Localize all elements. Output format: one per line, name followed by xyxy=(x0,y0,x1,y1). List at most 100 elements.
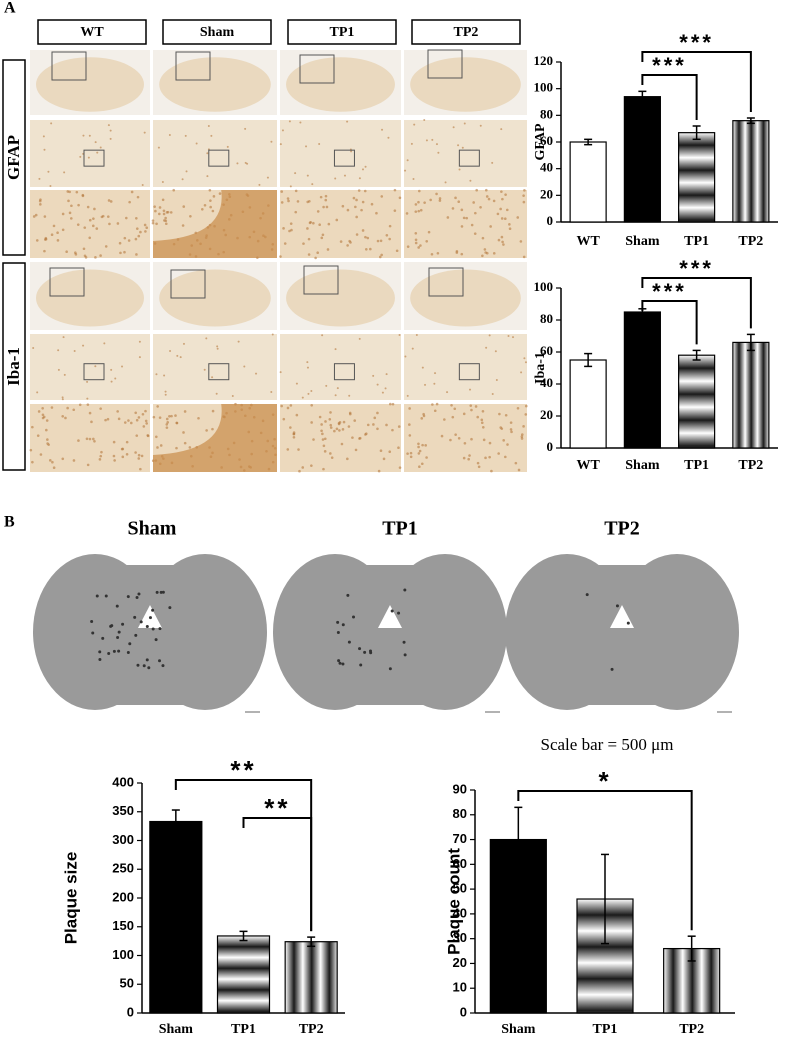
cell xyxy=(52,224,56,228)
cell xyxy=(43,148,46,151)
cell xyxy=(376,383,379,386)
cell xyxy=(481,409,485,413)
plaque xyxy=(359,663,363,667)
cell xyxy=(45,428,48,432)
plaque xyxy=(139,620,143,624)
brain-section xyxy=(159,269,271,327)
bar xyxy=(663,947,721,1014)
cell xyxy=(410,142,413,145)
cell xyxy=(36,434,40,437)
cell xyxy=(174,414,177,417)
cell xyxy=(487,197,491,201)
cell xyxy=(307,237,311,241)
cell xyxy=(77,439,80,442)
cell xyxy=(151,221,155,225)
cell xyxy=(451,207,455,210)
cell xyxy=(125,452,129,456)
cell xyxy=(57,349,60,352)
cell xyxy=(520,435,524,438)
cell xyxy=(391,428,394,432)
x-tick-label: TP2 xyxy=(679,1022,704,1037)
cell xyxy=(109,137,112,140)
plaque xyxy=(368,649,372,653)
cell xyxy=(376,427,379,431)
plaque xyxy=(338,661,342,665)
cell xyxy=(382,457,386,461)
cell xyxy=(311,183,314,186)
cell xyxy=(106,417,110,421)
cell xyxy=(88,134,91,137)
cell xyxy=(414,203,418,206)
cell xyxy=(364,432,368,435)
micrograph xyxy=(404,120,527,187)
micrograph xyxy=(280,190,401,258)
cell xyxy=(307,253,311,256)
cell xyxy=(32,215,36,218)
cell xyxy=(237,340,240,343)
plaque xyxy=(341,623,345,627)
brain-section xyxy=(286,269,395,327)
x-tick-label: Sham xyxy=(625,458,660,473)
cell xyxy=(288,120,291,123)
plaque xyxy=(116,636,120,640)
cell xyxy=(329,411,332,414)
roi-box xyxy=(208,149,230,167)
cell xyxy=(479,124,482,127)
x-tick-label: TP1 xyxy=(684,458,709,473)
roi-box xyxy=(333,149,355,167)
cell xyxy=(66,406,69,410)
cell xyxy=(86,403,90,406)
cell xyxy=(490,469,493,473)
cell xyxy=(103,342,106,345)
cell xyxy=(461,146,464,149)
cell xyxy=(82,247,86,251)
cell xyxy=(480,418,484,422)
brain-section xyxy=(330,565,450,705)
cell xyxy=(411,347,414,350)
cell xyxy=(286,448,290,451)
cell xyxy=(64,416,67,420)
cell xyxy=(500,235,504,239)
y-tick-label: 60 xyxy=(453,856,467,871)
cell xyxy=(337,421,341,425)
cell xyxy=(308,200,311,203)
cell xyxy=(421,366,424,369)
cell xyxy=(44,236,48,240)
cell xyxy=(425,139,428,142)
plaque xyxy=(610,667,614,671)
cell xyxy=(498,412,501,416)
y-tick-label: 80 xyxy=(453,806,467,821)
y-tick-label: 60 xyxy=(540,133,553,148)
roi-box xyxy=(83,363,105,381)
error-bar xyxy=(514,806,523,873)
plaque xyxy=(121,622,125,626)
cell xyxy=(205,337,208,340)
cell xyxy=(154,209,157,213)
plaque xyxy=(147,666,151,670)
cell xyxy=(488,455,491,459)
significance-bracket xyxy=(641,74,698,120)
cell xyxy=(36,391,39,394)
cell xyxy=(52,466,56,470)
plaque xyxy=(337,659,341,663)
bar xyxy=(149,820,203,1014)
plaque xyxy=(336,620,340,624)
cell xyxy=(476,415,480,419)
cell xyxy=(266,176,269,179)
plaque xyxy=(155,590,159,594)
cell xyxy=(361,168,364,171)
x-tick-label: TP1 xyxy=(593,1022,618,1037)
plaque xyxy=(151,627,155,631)
cell xyxy=(406,394,409,397)
cell xyxy=(380,253,383,257)
cell xyxy=(41,407,44,410)
cell xyxy=(93,439,96,443)
cell xyxy=(211,209,215,213)
cell xyxy=(395,249,399,253)
plaque xyxy=(347,640,351,644)
cell xyxy=(415,334,418,337)
cell xyxy=(88,411,92,415)
cell xyxy=(324,420,327,423)
brain-section xyxy=(562,565,682,705)
cell xyxy=(348,239,351,243)
